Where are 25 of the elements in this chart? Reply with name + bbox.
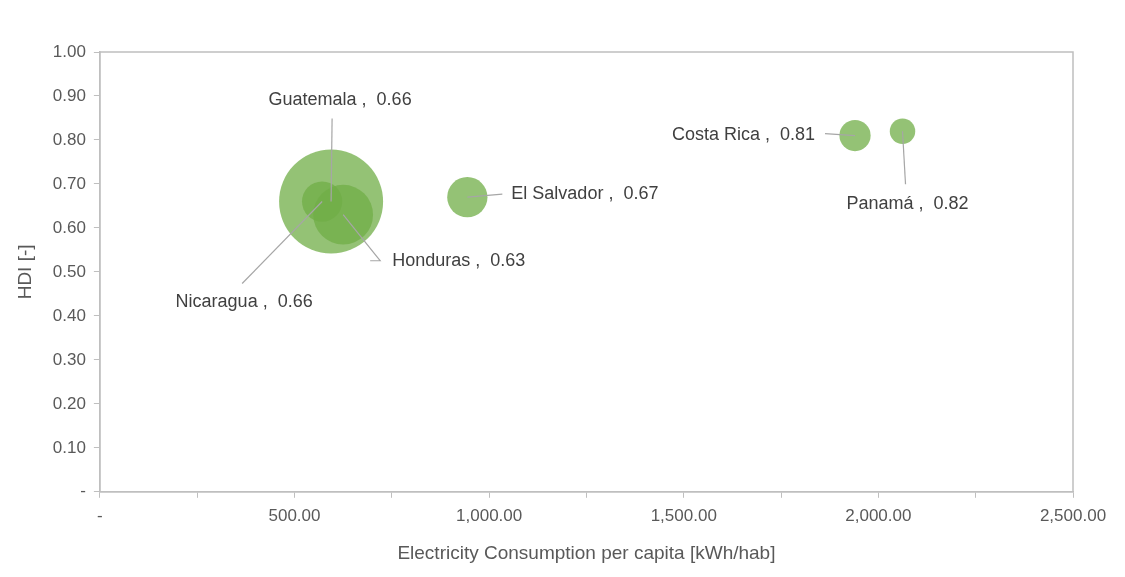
x-axis-title: Electricity Consumption per capita [kWh/hab]: [397, 541, 776, 563]
y-tick-label: 0.30: [52, 349, 86, 369]
y-tick-label: 0.10: [52, 437, 86, 457]
y-tick-label: 0.90: [52, 85, 86, 105]
x-tick-label: 500.00: [268, 505, 321, 525]
data-label: Nicaragua , 0.66: [175, 290, 313, 311]
y-tick-label: 0.20: [52, 393, 86, 413]
x-tick-label: 1,000.00: [456, 505, 523, 525]
data-label: Honduras , 0.63: [392, 249, 526, 270]
data-label: Guatemala , 0.66: [268, 88, 412, 109]
data-label: El Salvador , 0.67: [511, 183, 659, 204]
y-tick-label: -: [80, 481, 86, 501]
data-label: Panamá , 0.82: [846, 193, 969, 214]
y-axis-title: HDI [-]: [13, 244, 35, 300]
y-tick-label: 1.00: [52, 41, 86, 61]
x-tick-label: 1,500.00: [650, 505, 717, 525]
x-tick-label: 2,000.00: [845, 505, 912, 525]
y-tick-label: 0.70: [52, 173, 86, 193]
data-label: Costa Rica , 0.81: [671, 123, 816, 144]
y-tick-label: 0.60: [52, 217, 86, 237]
y-tick-label: 0.50: [52, 261, 86, 281]
x-tick-label: -: [97, 505, 103, 525]
y-tick-label: 0.40: [52, 305, 86, 325]
y-tick-label: 0.80: [52, 129, 86, 149]
x-tick-label: 2,500.00: [1039, 505, 1107, 525]
